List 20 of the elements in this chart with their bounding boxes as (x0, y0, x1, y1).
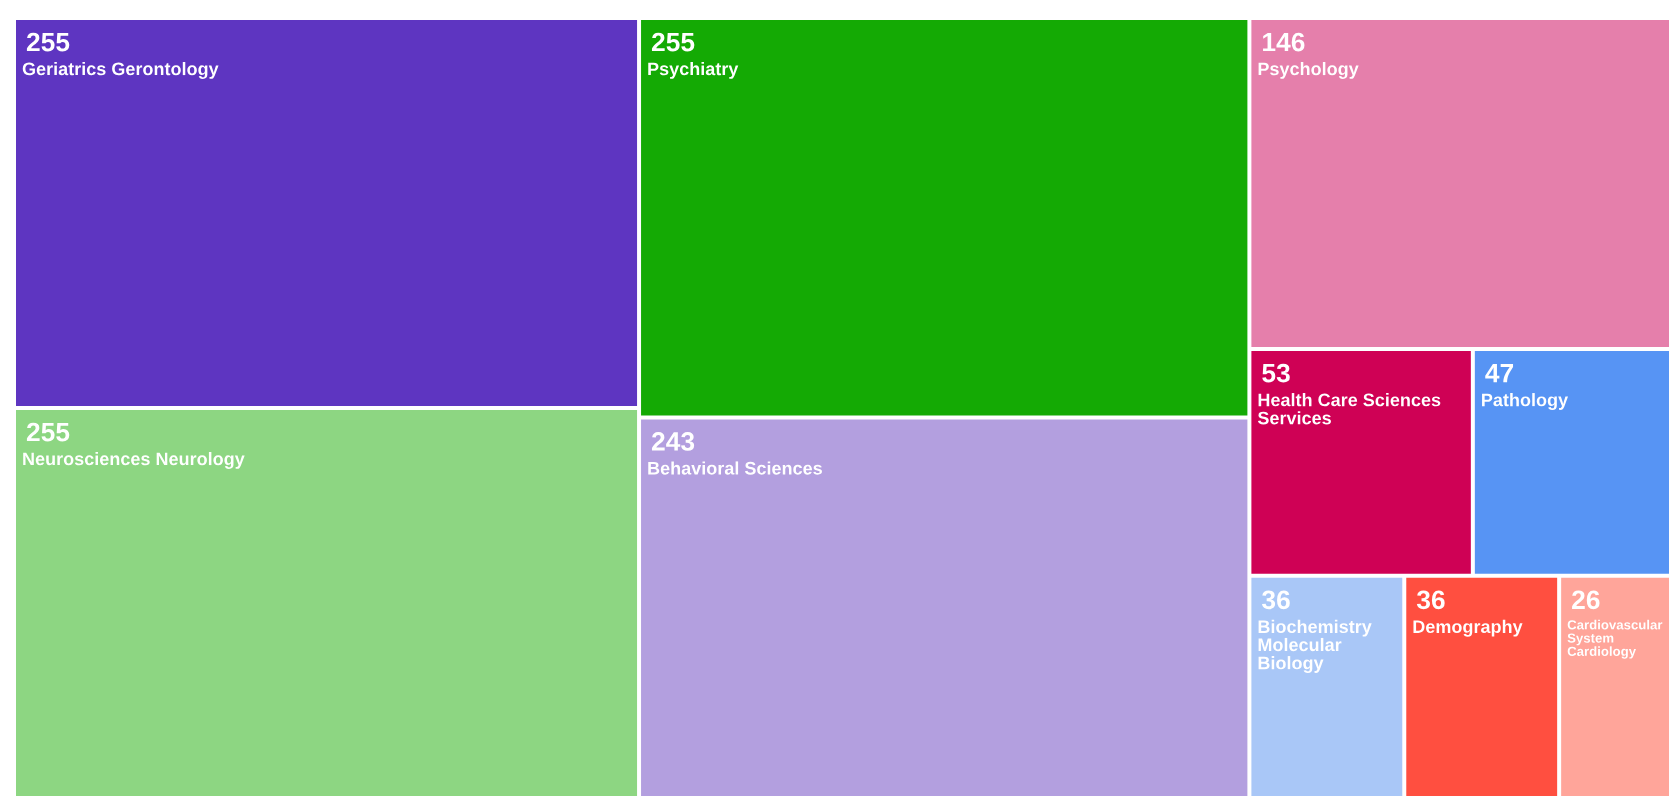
data-label: 53 (1262, 363, 1290, 383)
data-label: 36 (1262, 590, 1290, 610)
category-label: Psychology (1258, 62, 1359, 79)
category-label: Cardiovascular System Cardiology (1567, 619, 1663, 659)
category-label: Behavioral Sciences (648, 461, 822, 475)
data-label: 255 (26, 422, 70, 442)
category-label: Health Care Sciences Services (1257, 393, 1441, 425)
data-label: 146 (1263, 32, 1305, 52)
data-label: 26 (1572, 590, 1600, 610)
data-label: 255 (26, 32, 70, 52)
category-label: Geriatrics Gerontology (22, 62, 219, 79)
data-label: 36 (1416, 590, 1445, 610)
category-label: Demography (1413, 619, 1523, 637)
category-label: Biochemistry Molecular Biology (1258, 619, 1372, 673)
data-label: 255 (651, 32, 695, 52)
category-label: Psychiatry (648, 62, 739, 79)
category-label: Neurosciences Neurology (23, 452, 245, 469)
data-label: 243 (651, 432, 695, 451)
category-label: Pathology (1482, 393, 1569, 410)
data-label: 47 (1485, 364, 1514, 383)
